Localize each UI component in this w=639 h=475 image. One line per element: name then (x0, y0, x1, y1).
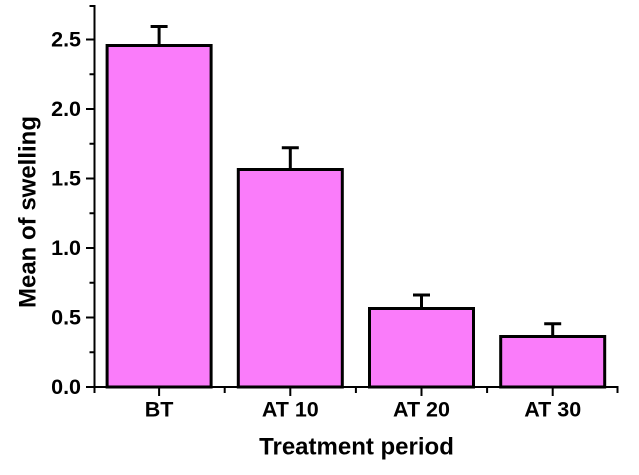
svg-text:0.0: 0.0 (51, 375, 81, 399)
svg-text:Treatment period: Treatment period (259, 434, 454, 461)
svg-text:BT: BT (145, 398, 174, 422)
svg-text:AT 20: AT 20 (393, 398, 450, 422)
svg-text:AT 30: AT 30 (524, 398, 581, 422)
svg-text:1.5: 1.5 (51, 167, 81, 191)
svg-text:AT 10: AT 10 (262, 398, 319, 422)
svg-text:Mean of swelling: Mean of swelling (15, 116, 42, 308)
svg-text:2.0: 2.0 (51, 97, 81, 121)
svg-text:1.0: 1.0 (51, 236, 81, 260)
svg-text:2.5: 2.5 (51, 28, 81, 52)
svg-text:0.5: 0.5 (51, 306, 81, 330)
